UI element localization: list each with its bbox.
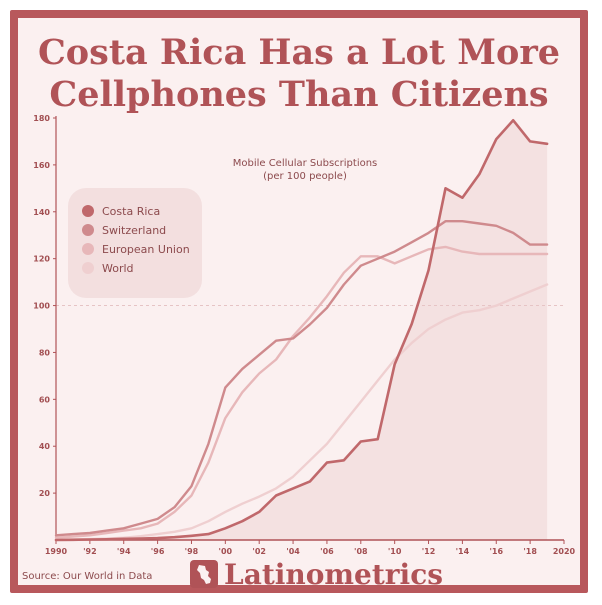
legend-label-costa-rica: Costa Rica <box>102 204 161 218</box>
title-line-2: Cellphones Than Citizens <box>49 74 549 115</box>
source-note: Source: Our World in Data <box>22 571 153 582</box>
y-tick-label-40: 40 <box>39 442 51 451</box>
x-tick-label-2000: '00 <box>219 547 233 556</box>
legend-swatch-switzerland <box>82 224 94 236</box>
x-tick-label-2008: '08 <box>354 547 368 556</box>
legend-swatch-european-union <box>82 243 94 255</box>
x-tick-label-1992: '92 <box>83 547 97 556</box>
annotation-line-1: Mobile Cellular Subscriptions <box>232 158 378 169</box>
legend-item-european-union: European Union <box>82 240 190 258</box>
series-line-world <box>54 283 549 541</box>
y-tick-label-160: 160 <box>33 161 50 170</box>
title-line-1: Costa Rica Has a Lot More <box>37 32 561 73</box>
chart-annotation: Mobile Cellular Subscriptions (per 100 p… <box>230 157 380 183</box>
x-tick-label-2002: '02 <box>252 547 266 556</box>
y-tick-label-140: 140 <box>33 208 50 217</box>
legend-label-european-union: European Union <box>102 242 190 256</box>
y-tick-label-180: 180 <box>33 114 50 123</box>
y-tick-label-100: 100 <box>33 302 50 311</box>
x-tick-label-2014: '14 <box>456 547 470 556</box>
legend-label-world: World <box>102 261 134 275</box>
legend-label-switzerland: Switzerland <box>102 223 167 237</box>
x-tick-label-1998: '98 <box>185 547 199 556</box>
y-tick-label-80: 80 <box>39 348 51 357</box>
brand-name: Latinometrics <box>224 557 444 591</box>
x-tick-label-1994: '94 <box>117 547 131 556</box>
legend-swatch-world <box>82 262 94 274</box>
x-tick-label-2016: '16 <box>489 547 503 556</box>
y-tick-label-60: 60 <box>39 395 51 404</box>
series-line-costa-rica <box>54 119 549 542</box>
legend-item-costa-rica: Costa Rica <box>82 202 160 220</box>
x-tick-label-2006: '06 <box>320 547 334 556</box>
x-tick-label-2020: 2020 <box>553 547 576 556</box>
legend-item-switzerland: Switzerland <box>82 221 166 239</box>
x-tick-label-1996: '96 <box>151 547 165 556</box>
brand-footer: Latinometrics <box>190 557 443 591</box>
x-tick-label-2012: '12 <box>422 547 436 556</box>
annotation-line-2: (per 100 people) <box>263 171 347 182</box>
page-title: Costa Rica Has a Lot More Cellphones Tha… <box>18 32 580 116</box>
x-tick-label-1990: 1990 <box>45 547 68 556</box>
y-tick-label-120: 120 <box>33 255 50 264</box>
x-tick-label-2004: '04 <box>286 547 300 556</box>
legend-swatch-costa-rica <box>82 205 94 217</box>
costa-rica-area <box>56 120 548 541</box>
chart-legend: Costa Rica Switzerland European Union Wo… <box>68 188 202 298</box>
series-line-european-union <box>54 245 549 539</box>
x-tick-label-2018: '18 <box>523 547 537 556</box>
latinometrics-logo-icon <box>190 560 218 588</box>
series-line-switzerland <box>54 219 549 537</box>
y-tick-label-20: 20 <box>39 489 51 498</box>
x-tick-label-2010: '10 <box>388 547 402 556</box>
legend-item-world: World <box>82 259 134 277</box>
